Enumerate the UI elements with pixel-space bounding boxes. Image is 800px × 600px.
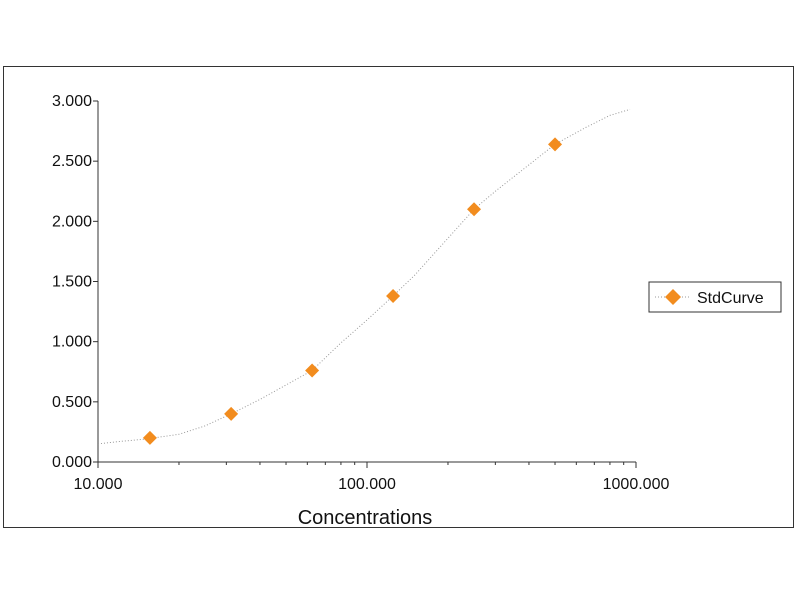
y-axis: 0.000 0.500 1.000 1.500 2.000 2.500 3.000 [52, 93, 99, 471]
data-point [142, 430, 157, 445]
legend-marker [665, 289, 681, 305]
legend: StdCurve [648, 281, 782, 313]
data-point [467, 202, 482, 217]
x-axis-title: Concentrations [298, 507, 433, 527]
y-tick-label: 3.000 [52, 93, 92, 110]
y-tick-label: 1.500 [52, 274, 92, 291]
y-tick-label: 2.500 [52, 153, 92, 170]
fit-curve-line [97, 108, 631, 445]
data-point-layer [142, 137, 563, 445]
data-point [548, 137, 563, 152]
x-tick-label: 1000.000 [603, 476, 670, 493]
y-tick-label: 1.000 [52, 334, 92, 351]
data-point [386, 288, 401, 303]
fit-curve-layer [97, 108, 631, 445]
legend-label: StdCurve [697, 290, 764, 307]
x-axis: 10.000 100.000 1000.000 [74, 461, 670, 493]
x-tick-label: 10.000 [74, 476, 123, 493]
y-tick-label: 0.000 [52, 454, 92, 471]
y-tick-label: 0.500 [52, 394, 92, 411]
y-tick-label: 2.000 [52, 213, 92, 230]
chart-svg: 0.000 0.500 1.000 1.500 2.000 2.500 3.000 10.0… [52, 93, 782, 527]
data-point [224, 406, 239, 421]
x-tick-label: 100.000 [338, 476, 396, 493]
chart-frame: 0.000 0.500 1.000 1.500 2.000 2.500 3.000 10.0… [3, 66, 794, 528]
data-point [305, 363, 320, 378]
